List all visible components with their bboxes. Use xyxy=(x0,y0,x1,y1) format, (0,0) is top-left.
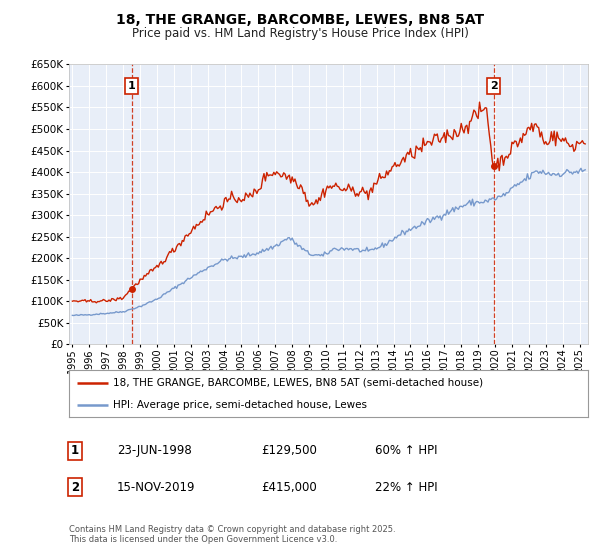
Text: 23-JUN-1998: 23-JUN-1998 xyxy=(117,444,192,458)
Text: 22% ↑ HPI: 22% ↑ HPI xyxy=(375,480,437,494)
Text: 2: 2 xyxy=(490,81,497,91)
Text: 18, THE GRANGE, BARCOMBE, LEWES, BN8 5AT (semi-detached house): 18, THE GRANGE, BARCOMBE, LEWES, BN8 5AT… xyxy=(113,378,483,388)
Text: 2: 2 xyxy=(71,480,79,494)
Text: 1: 1 xyxy=(71,444,79,458)
Text: 18, THE GRANGE, BARCOMBE, LEWES, BN8 5AT: 18, THE GRANGE, BARCOMBE, LEWES, BN8 5AT xyxy=(116,13,484,27)
Text: Contains HM Land Registry data © Crown copyright and database right 2025.
This d: Contains HM Land Registry data © Crown c… xyxy=(69,525,395,544)
Text: 1: 1 xyxy=(128,81,136,91)
Text: HPI: Average price, semi-detached house, Lewes: HPI: Average price, semi-detached house,… xyxy=(113,400,367,410)
Text: £415,000: £415,000 xyxy=(261,480,317,494)
Text: Price paid vs. HM Land Registry's House Price Index (HPI): Price paid vs. HM Land Registry's House … xyxy=(131,27,469,40)
Text: 60% ↑ HPI: 60% ↑ HPI xyxy=(375,444,437,458)
Text: 15-NOV-2019: 15-NOV-2019 xyxy=(117,480,196,494)
Text: £129,500: £129,500 xyxy=(261,444,317,458)
